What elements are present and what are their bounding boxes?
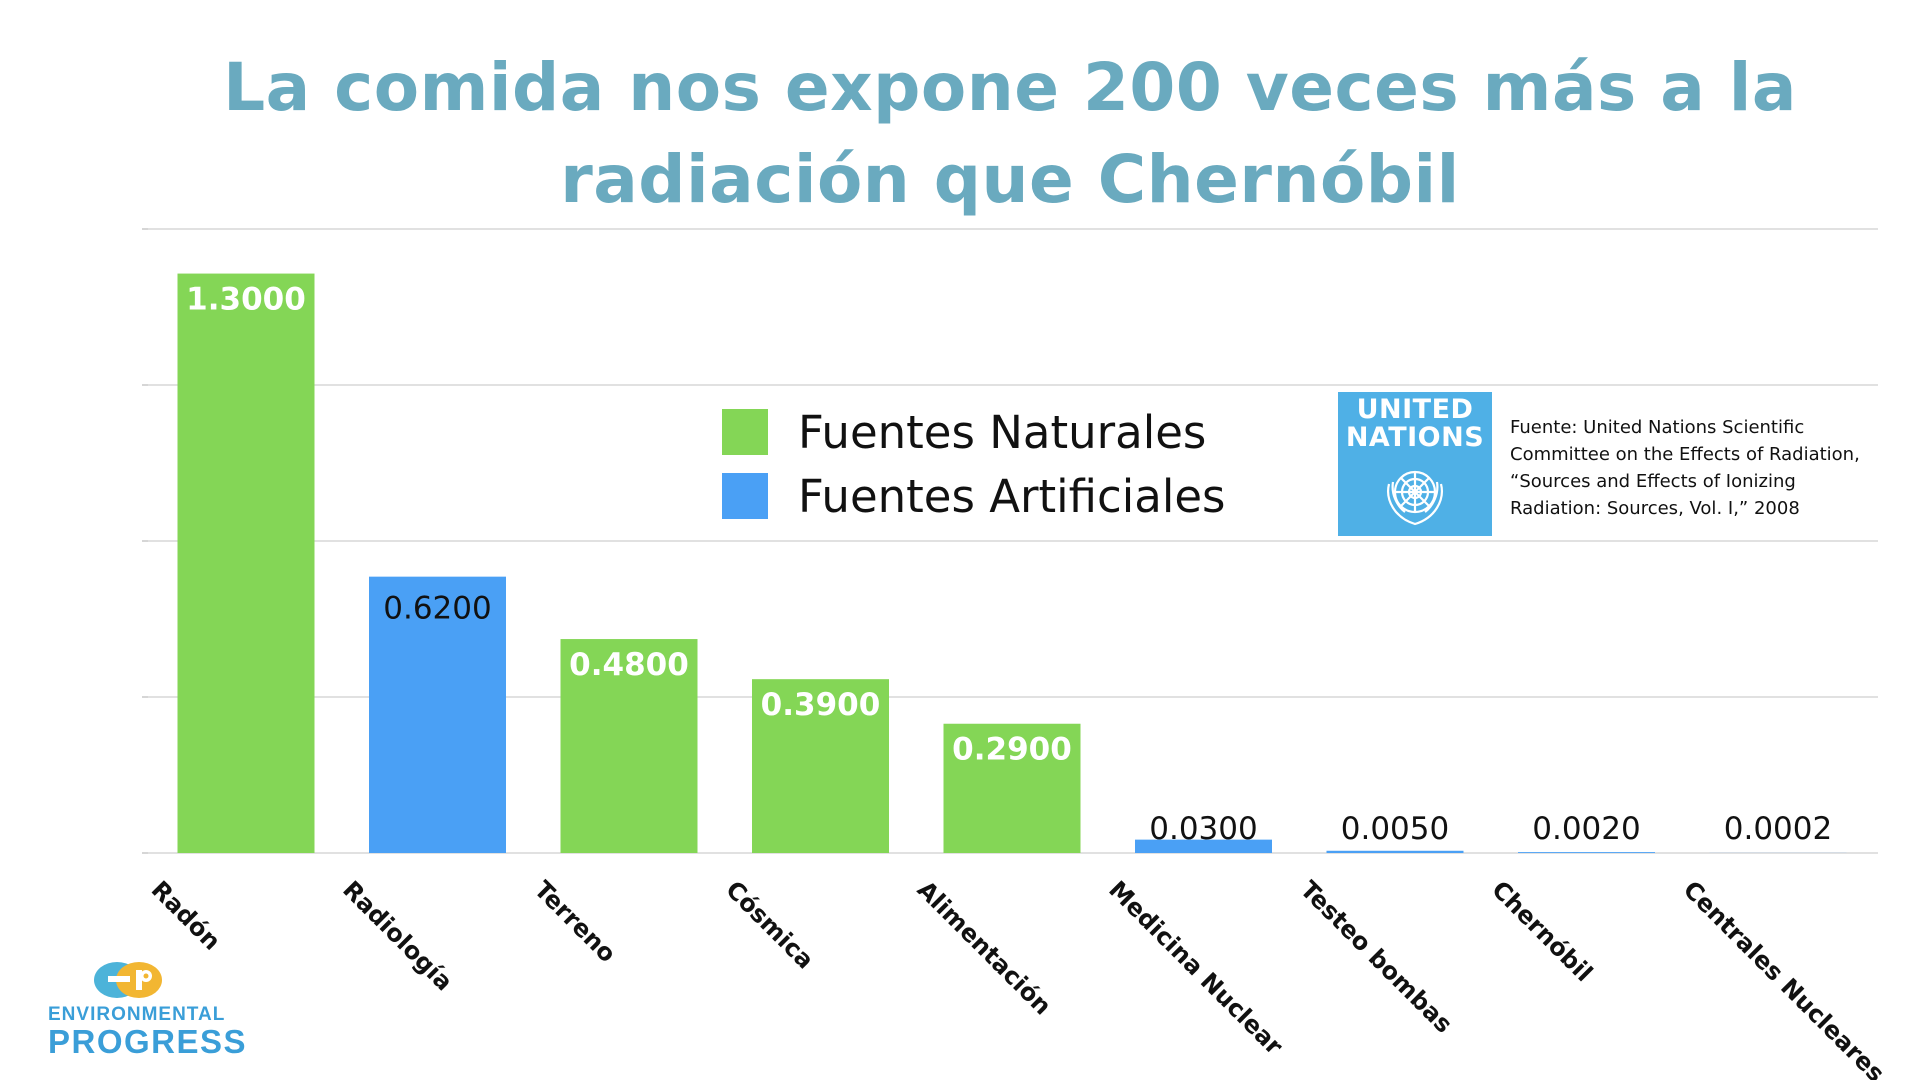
- environmental-progress-logo: ENVIRONMENTAL PROGRESS: [48, 960, 248, 1060]
- bar-value-label: 0.3900: [761, 687, 881, 723]
- title-line-1: La comida nos expone 200 veces más a la: [223, 49, 1797, 126]
- source-line-1: Fuente: United Nations Scientific: [1510, 417, 1805, 438]
- source-line-3: “Sources and Effects of Ionizing: [1510, 471, 1796, 492]
- bar-3: [560, 639, 698, 853]
- bar-5: [943, 723, 1081, 853]
- bar-value-label: 1.3000: [186, 282, 306, 318]
- bar-value-label: 0.2900: [952, 732, 1072, 768]
- bar-value-label: 0.0020: [1532, 811, 1640, 847]
- title-line-2: radiación que Chernóbil: [560, 141, 1460, 218]
- legend-label-natural: Fuentes Naturales: [798, 405, 1207, 459]
- ep-monogram-icon: [94, 962, 162, 998]
- legend-item-artificial: Fuentes Artificiales: [722, 464, 1225, 528]
- bar-value-label: 0.0002: [1724, 811, 1832, 847]
- bar-8: [1518, 852, 1655, 853]
- bar-4: [752, 679, 889, 853]
- un-logo-text-2: NATIONS: [1345, 422, 1485, 453]
- bar-value-label: 0.0050: [1341, 811, 1449, 847]
- bar-value-label: 0.4800: [569, 647, 689, 683]
- category-label: Medicina Nuclear: [1103, 875, 1288, 1060]
- bar-value-label: 0.0300: [1149, 811, 1257, 847]
- category-label: Terreno: [529, 875, 622, 968]
- source-line-4: Radiation: Sources, Vol. I,” 2008: [1510, 498, 1800, 519]
- category-label: Cósmica: [720, 875, 819, 974]
- category-label: Testeo bombas: [1295, 875, 1458, 1038]
- legend-swatch-natural: [722, 409, 768, 455]
- bar-2: [369, 576, 506, 853]
- bar-1: [177, 273, 315, 854]
- legend-item-natural: Fuentes Naturales: [722, 400, 1225, 464]
- ep-logo-line-2: PROGRESS: [48, 1023, 248, 1060]
- category-label: Centrales Nucleares: [1678, 875, 1890, 1080]
- bar-7: [1326, 850, 1464, 853]
- legend: Fuentes Naturales Fuentes Artificiales: [722, 400, 1225, 528]
- category-label: Radiología: [337, 875, 458, 996]
- category-label: Chernóbil: [1486, 875, 1598, 987]
- legend-swatch-artificial: [722, 473, 768, 519]
- un-logo-text-1: UNITED: [1356, 394, 1474, 425]
- un-emblem-icon: [1387, 470, 1443, 526]
- ep-logo-line-1: ENVIRONMENTAL: [48, 1004, 226, 1025]
- legend-label-artificial: Fuentes Artificiales: [798, 469, 1226, 523]
- source-line-2: Committee on the Effects of Radiation,: [1510, 444, 1860, 465]
- united-nations-logo: UNITED NATIONS: [1338, 392, 1492, 536]
- category-label: Radón: [146, 875, 226, 955]
- bar-value-label: 0.6200: [383, 591, 491, 627]
- source-citation: Fuente: United Nations Scientific Commit…: [1510, 414, 1890, 522]
- bar-6: [1135, 839, 1272, 853]
- chart-title: La comida nos expone 200 veces más a la …: [180, 42, 1840, 226]
- category-label: Alimentación: [912, 875, 1057, 1020]
